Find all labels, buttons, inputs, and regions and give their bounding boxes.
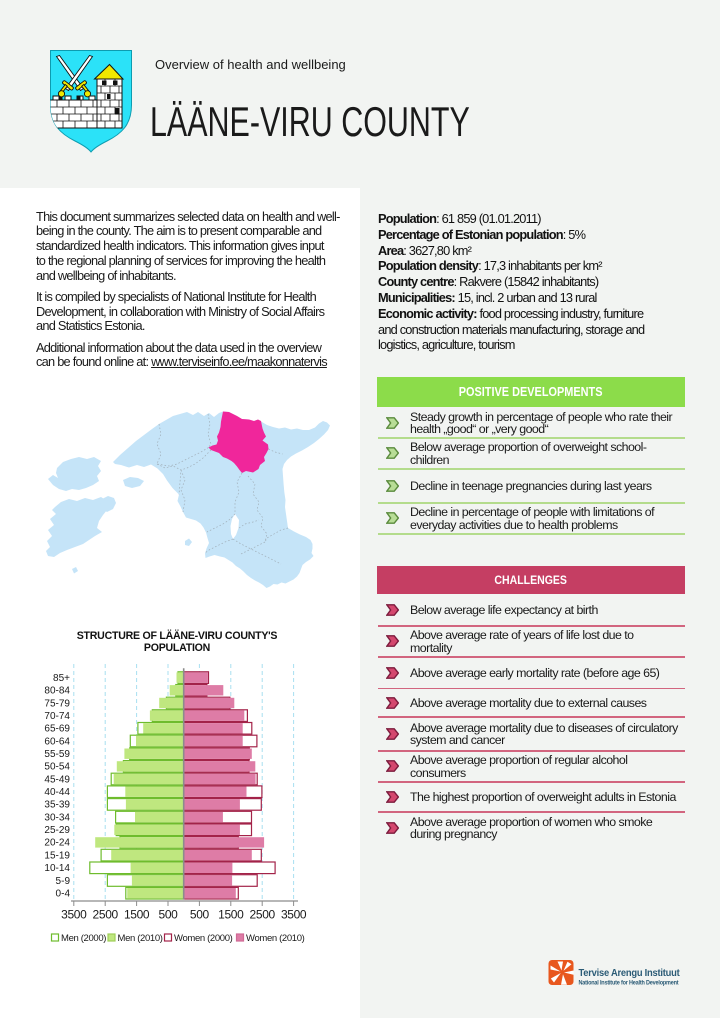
svg-text:3500: 3500: [281, 908, 307, 922]
svg-text:15-19: 15-19: [44, 850, 70, 861]
svg-text:30-34: 30-34: [44, 812, 70, 823]
svg-text:35-39: 35-39: [44, 800, 70, 811]
svg-text:80-84: 80-84: [44, 686, 70, 697]
svg-text:National Institute for Health: National Institute for Health Developmen…: [579, 980, 679, 986]
svg-text:1500: 1500: [218, 908, 244, 922]
svg-text:55-59: 55-59: [44, 749, 70, 760]
svg-text:2500: 2500: [93, 908, 119, 922]
svg-text:75-79: 75-79: [44, 698, 70, 709]
svg-text:60-64: 60-64: [44, 736, 70, 747]
svg-text:3500: 3500: [61, 908, 87, 922]
svg-text:Men (2010): Men (2010): [118, 933, 163, 944]
svg-text:10-14: 10-14: [44, 863, 70, 874]
svg-text:45-49: 45-49: [44, 774, 70, 785]
svg-text:50-54: 50-54: [44, 762, 70, 773]
svg-text:2500: 2500: [250, 908, 276, 922]
svg-text:0-4: 0-4: [56, 889, 71, 900]
svg-text:500: 500: [159, 908, 179, 922]
svg-text:25-29: 25-29: [44, 825, 70, 836]
svg-text:65-69: 65-69: [44, 724, 70, 735]
svg-text:Women (2000): Women (2000): [174, 933, 233, 944]
svg-text:1500: 1500: [124, 908, 150, 922]
svg-text:70-74: 70-74: [44, 711, 70, 722]
svg-text:85+: 85+: [53, 673, 70, 684]
svg-text:40-44: 40-44: [44, 787, 70, 798]
svg-text:Women (2010): Women (2010): [246, 933, 305, 944]
svg-text:500: 500: [190, 908, 210, 922]
svg-text:20-24: 20-24: [44, 838, 70, 849]
svg-text:Men (2000): Men (2000): [61, 933, 106, 944]
svg-text:5-9: 5-9: [56, 876, 71, 887]
svg-text:Tervise Arengu Instituut: Tervise Arengu Instituut: [579, 968, 681, 980]
